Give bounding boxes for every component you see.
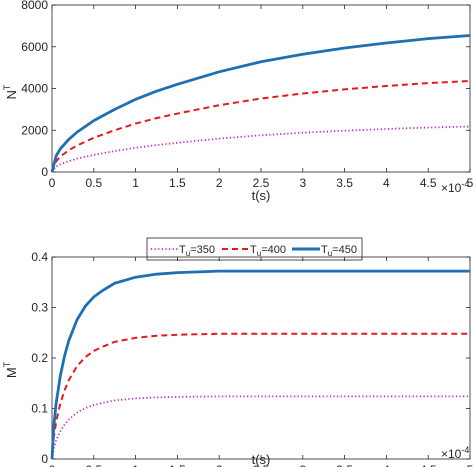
bottom-x-multiplier-base: ×10 (441, 447, 462, 461)
top-y-axis-label: NT (2, 84, 19, 99)
top-series-line-450 (50, 34, 471, 173)
legend-label-450-value: =450 (332, 244, 357, 256)
bottom-y-tick-label: 0 (41, 452, 48, 466)
bottom-x-tick-label: 4 (383, 463, 390, 467)
top-x-tick-label: 0.5 (85, 176, 102, 190)
bottom-y-tick-label: 0.1 (31, 402, 48, 416)
top-y-tick-label: 8000 (21, 0, 48, 12)
bottom-plot-frame (51, 256, 471, 460)
top-series-line-400 (51, 79, 471, 173)
top-x-tick-label: 3.5 (336, 176, 353, 190)
top-y-tick-label: 6000 (21, 40, 48, 54)
bottom-x-tick-label: 0 (49, 463, 56, 467)
top-x-tick-label: 5 (467, 176, 474, 190)
top-y-tick-label: 2000 (21, 123, 48, 137)
legend-label-350: Tu=350 (179, 244, 215, 258)
bottom-y-tick-label: 0.3 (31, 301, 48, 315)
top-panel: NT t(s) ×10-4 0 0.5 1 1.5 2 2.5 3 3.5 4 4.5 5 0 2000… (2, 0, 474, 203)
bottom-series-line-450 (50, 269, 470, 460)
bottom-x-multiplier: ×10-4 (441, 445, 469, 461)
legend-label-450-sub: u (328, 249, 332, 258)
bottom-x-tick-label: 1 (132, 463, 139, 467)
bottom-x-tick-label: 3.5 (336, 463, 353, 467)
bottom-panel: MT t(s) ×10-4 0 0.5 1 1.5 2 2.5 3 3.5 4 4.5 5 0 0.1 0… (2, 250, 474, 467)
top-x-multiplier: ×10-4 (441, 179, 469, 195)
legend-label-450-main: T (321, 244, 328, 256)
bottom-x-tick-label: 3 (299, 463, 306, 467)
top-x-tick-label: 4 (383, 176, 390, 190)
legend-label-400-value: =400 (261, 244, 286, 256)
bottom-series-line-400 (51, 332, 470, 460)
legend-label-350-main: T (179, 244, 186, 256)
bottom-y-axis-label-sup: T (2, 361, 12, 367)
top-x-tick-label: 0 (49, 176, 56, 190)
legend-label-400: Tu=400 (250, 244, 286, 258)
bottom-y-tick-label: 0.2 (31, 351, 48, 365)
bottom-x-multiplier-exp: -4 (461, 445, 469, 455)
top-plot-frame (51, 4, 471, 173)
top-x-tick-label: 2 (216, 176, 223, 190)
top-x-tick-label: 2.5 (253, 176, 270, 190)
legend-label-350-sub: u (186, 249, 190, 258)
legend-label-400-sub: u (257, 249, 261, 258)
bottom-x-tick-label: 2 (216, 463, 223, 467)
bottom-x-axis-label: t(s) (252, 452, 271, 467)
bottom-x-tick-label: 4.5 (420, 463, 437, 467)
bottom-series-line-350 (51, 395, 470, 460)
top-x-multiplier-exp: -4 (461, 179, 469, 189)
bottom-x-tick-label: 1.5 (169, 463, 186, 467)
top-x-tick-label: 3 (299, 176, 306, 190)
top-x-axis-label: t(s) (252, 188, 271, 203)
bottom-y-tick-label: 0.4 (31, 250, 48, 264)
bottom-x-tick-label: 5 (467, 463, 474, 467)
bottom-y-axis-label-main: M (4, 367, 19, 378)
legend-box (146, 237, 363, 261)
legend-entry-350: Tu=350 (151, 244, 215, 258)
bottom-x-tick-label: 2.5 (253, 463, 270, 467)
top-y-tick-label: 4000 (21, 82, 48, 96)
top-series-line-350 (51, 125, 471, 173)
bottom-y-axis-label: MT (2, 361, 19, 378)
legend-label-400-main: T (250, 244, 257, 256)
top-x-tick-label: 1.5 (169, 176, 186, 190)
top-x-tick-label: 1 (132, 176, 139, 190)
top-y-axis-label-sup: T (2, 84, 12, 90)
bottom-x-tick-label: 0.5 (85, 463, 102, 467)
legend-entry-400: Tu=400 (222, 244, 286, 258)
top-x-multiplier-base: ×10 (441, 181, 462, 195)
top-y-axis-label-main: N (4, 90, 19, 99)
top-y-tick-label: 0 (41, 165, 48, 179)
legend-label-350-value: =350 (190, 244, 215, 256)
top-x-tick-label: 4.5 (420, 176, 437, 190)
legend-entry-450: Tu=450 (292, 244, 357, 258)
legend-label-450: Tu=450 (321, 244, 357, 258)
legend: Tu=350 Tu=400 Tu=450 (146, 237, 363, 261)
